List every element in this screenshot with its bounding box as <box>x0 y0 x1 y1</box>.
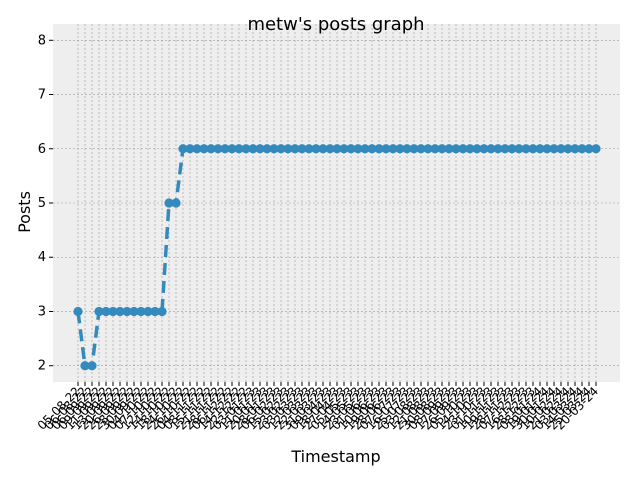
data-point <box>171 198 181 208</box>
y-axis-ticks: 2 3 4 5 6 7 8 <box>38 33 53 374</box>
y-tick-label: 3 <box>38 304 46 319</box>
chart-title: metw's posts graph <box>247 14 424 35</box>
data-point <box>535 144 545 154</box>
data-point <box>521 144 531 154</box>
data-point <box>101 306 111 317</box>
data-point <box>479 144 489 154</box>
data-point <box>150 306 160 317</box>
data-point <box>192 144 202 154</box>
data-point <box>241 144 251 154</box>
data-point <box>360 144 370 154</box>
data-point <box>542 144 552 154</box>
data-point <box>556 144 566 154</box>
data-point <box>311 144 321 154</box>
series-layer <box>73 144 601 371</box>
x-axis-label: Timestamp <box>290 447 380 466</box>
data-point <box>395 144 405 154</box>
data-point <box>262 144 272 154</box>
data-point <box>430 144 440 154</box>
data-point <box>178 144 188 154</box>
data-point <box>346 144 356 154</box>
data-point <box>563 144 573 154</box>
y-tick-label: 7 <box>38 88 46 103</box>
data-point <box>444 144 454 154</box>
y-tick-label: 4 <box>38 250 46 265</box>
data-point <box>108 306 118 317</box>
data-point <box>514 144 524 154</box>
data-point <box>227 144 237 154</box>
y-tick-label: 8 <box>38 33 46 48</box>
data-point <box>248 144 258 154</box>
data-point <box>591 144 601 154</box>
data-point <box>269 144 279 154</box>
data-point <box>143 306 153 317</box>
data-point <box>374 144 384 154</box>
data-point <box>255 144 265 154</box>
data-point <box>584 144 594 154</box>
data-point <box>73 306 83 317</box>
data-point <box>409 144 419 154</box>
data-point <box>381 144 391 154</box>
data-point <box>465 144 475 154</box>
data-point <box>416 144 426 154</box>
data-point <box>185 144 195 154</box>
data-point <box>332 144 342 154</box>
data-point <box>290 144 300 154</box>
data-point <box>80 361 90 371</box>
data-point <box>423 144 433 154</box>
data-point <box>458 144 468 154</box>
data-point <box>234 144 244 154</box>
y-tick-label: 2 <box>38 359 46 374</box>
data-point <box>437 144 447 154</box>
data-point <box>220 144 230 154</box>
data-point <box>94 306 104 317</box>
data-point <box>136 306 146 317</box>
data-point <box>472 144 482 154</box>
data-point <box>500 144 510 154</box>
data-point <box>507 144 517 154</box>
data-point <box>339 144 349 154</box>
y-tick-label: 6 <box>38 142 46 157</box>
data-point <box>122 306 132 317</box>
data-point <box>304 144 314 154</box>
data-point <box>129 306 139 317</box>
data-point <box>528 144 538 154</box>
y-tick-label: 5 <box>38 196 46 211</box>
y-axis-label: Posts <box>15 191 34 233</box>
data-point <box>388 144 398 154</box>
data-point <box>486 144 496 154</box>
data-point <box>353 144 363 154</box>
x-axis-ticks: 05-08-2206-08-2206-09-2209-09-2211-09-22… <box>35 382 601 433</box>
data-point <box>276 144 286 154</box>
data-point <box>157 306 167 317</box>
data-point <box>549 144 559 154</box>
data-point <box>451 144 461 154</box>
data-point <box>87 361 97 371</box>
data-point <box>493 144 503 154</box>
data-point <box>570 144 580 154</box>
data-point <box>325 144 335 154</box>
data-point <box>199 144 209 154</box>
data-point <box>367 144 377 154</box>
data-point <box>297 144 307 154</box>
data-point <box>213 144 223 154</box>
data-point <box>577 144 587 154</box>
data-point <box>283 144 293 154</box>
data-point <box>206 144 216 154</box>
data-point <box>402 144 412 154</box>
data-point <box>115 306 125 317</box>
data-point <box>164 198 174 208</box>
data-point <box>318 144 328 154</box>
